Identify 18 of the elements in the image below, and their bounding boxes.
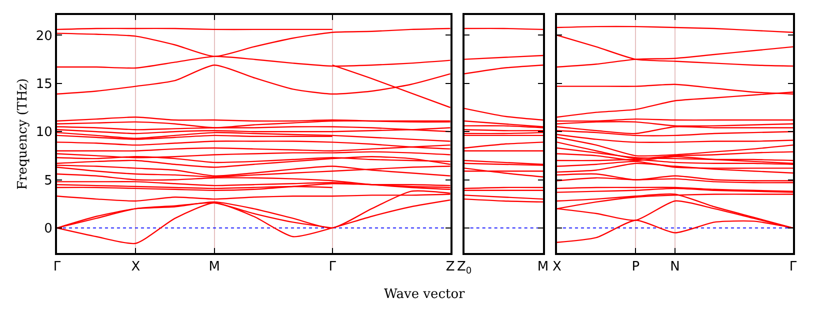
y-tick-label: 20 (36, 28, 52, 44)
x-tick-label: Z$_{0}$ (456, 260, 472, 276)
x-tick-label: X (131, 260, 140, 275)
x-tick-label: Γ (789, 260, 798, 275)
x-tick-label: M (208, 260, 220, 275)
x-tick-label: Γ (53, 260, 62, 275)
x-tick-label: Γ (328, 260, 337, 275)
x-tick-label: M (537, 260, 549, 275)
y-tick-label: 15 (36, 76, 52, 92)
x-axis-title: Wave vector (384, 287, 466, 302)
x-tick-label: Z (446, 260, 455, 275)
y-axis-title: Frequency (THz) (15, 78, 30, 190)
x-tick-label: P (632, 260, 640, 275)
x-tick-label: N (670, 260, 680, 275)
y-tick-label: 5 (44, 173, 52, 188)
y-tick-label: 10 (36, 125, 52, 140)
x-tick-label: X (552, 260, 562, 275)
y-tick-label: 0 (44, 222, 52, 236)
